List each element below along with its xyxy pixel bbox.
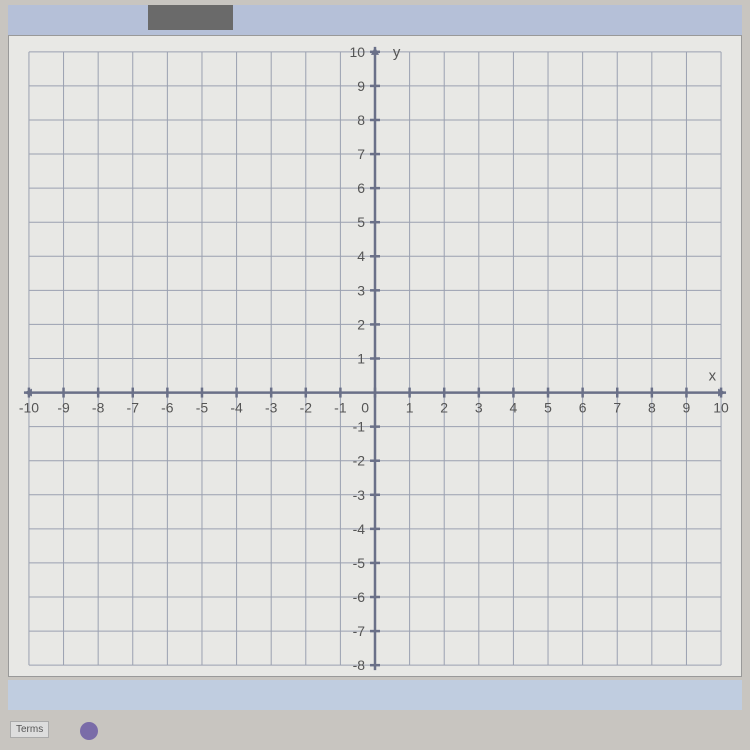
svg-text:-2: -2 (353, 453, 366, 469)
svg-text:-5: -5 (196, 400, 209, 416)
svg-text:-4: -4 (353, 521, 366, 537)
svg-text:-6: -6 (353, 589, 366, 605)
svg-text:-2: -2 (300, 400, 313, 416)
terms-label[interactable]: Terms (10, 721, 49, 738)
svg-text:x: x (709, 368, 717, 385)
svg-text:-8: -8 (353, 657, 366, 673)
svg-text:4: 4 (357, 248, 365, 264)
svg-text:6: 6 (579, 400, 587, 416)
svg-text:-4: -4 (230, 400, 243, 416)
svg-text:3: 3 (357, 282, 365, 298)
svg-text:10: 10 (713, 400, 729, 416)
svg-text:8: 8 (357, 112, 365, 128)
graph-svg: -10-9-8-7-6-5-4-3-2-1012345678910-8-7-6-… (9, 36, 741, 676)
svg-text:-1: -1 (334, 400, 347, 416)
svg-text:y: y (393, 44, 401, 61)
svg-text:10: 10 (349, 44, 365, 60)
svg-text:-7: -7 (353, 623, 366, 639)
svg-text:9: 9 (683, 400, 691, 416)
svg-text:6: 6 (357, 180, 365, 196)
svg-text:8: 8 (648, 400, 656, 416)
svg-text:5: 5 (544, 400, 552, 416)
toolbar-dark-block (148, 5, 233, 30)
svg-text:1: 1 (357, 350, 365, 366)
bottom-bar (8, 680, 742, 710)
svg-text:2: 2 (357, 316, 365, 332)
svg-text:1: 1 (406, 400, 414, 416)
svg-text:2: 2 (440, 400, 448, 416)
top-bar (8, 5, 742, 35)
svg-text:4: 4 (510, 400, 518, 416)
svg-text:-3: -3 (353, 487, 366, 503)
coordinate-graph: -10-9-8-7-6-5-4-3-2-1012345678910-8-7-6-… (8, 35, 742, 677)
svg-text:-10: -10 (19, 400, 39, 416)
svg-text:5: 5 (357, 214, 365, 230)
svg-text:0: 0 (361, 400, 369, 416)
svg-text:3: 3 (475, 400, 483, 416)
svg-text:-1: -1 (353, 419, 366, 435)
svg-text:-6: -6 (161, 400, 174, 416)
svg-text:9: 9 (357, 78, 365, 94)
svg-text:-9: -9 (57, 400, 70, 416)
svg-text:-8: -8 (92, 400, 105, 416)
svg-text:-3: -3 (265, 400, 278, 416)
svg-text:-7: -7 (127, 400, 140, 416)
svg-text:7: 7 (357, 146, 365, 162)
svg-text:-5: -5 (353, 555, 366, 571)
help-icon[interactable] (80, 722, 98, 740)
svg-text:7: 7 (613, 400, 621, 416)
